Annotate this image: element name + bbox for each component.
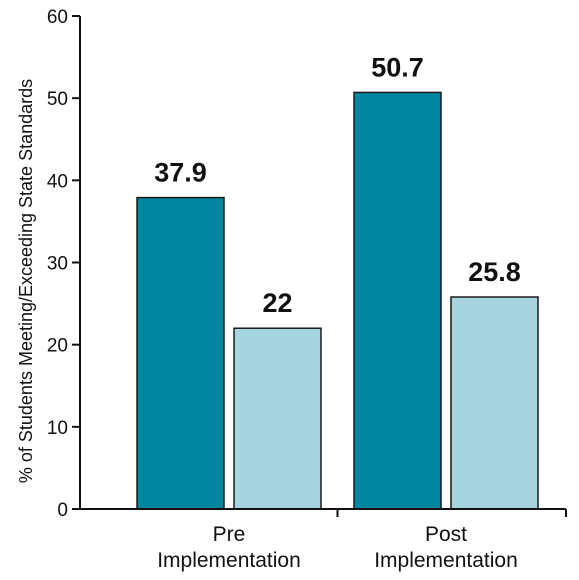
- bar-0-1: [233, 327, 322, 510]
- y-tick-label-4: 40: [47, 171, 68, 192]
- x-category-label-0: Pre Implementation: [157, 523, 301, 572]
- labels-group: 37.9 22 50.7 25.8 0 10 20 30 40 50 60 Pre Implementa…: [47, 7, 521, 572]
- y-tick-label-1: 10: [47, 418, 68, 439]
- bars-group: [136, 91, 539, 510]
- y-tick-label-0: 0: [57, 500, 68, 521]
- y-axis-title: % of Students Meeting/Exceeding State St…: [16, 79, 36, 483]
- y-tick-label-2: 20: [47, 336, 68, 357]
- data-label-0-0: 37.9: [154, 158, 207, 188]
- bar-1-0: [353, 91, 442, 510]
- y-tick-label-6: 60: [47, 7, 68, 28]
- data-label-0-1: 22: [262, 288, 292, 318]
- bar-0-0: [136, 196, 225, 510]
- axes-group: [72, 15, 567, 517]
- bar-1-1: [450, 296, 539, 510]
- data-label-1-0: 50.7: [371, 52, 424, 82]
- x-category-label-1: Post Implementation: [374, 523, 518, 572]
- y-tick-label-3: 30: [47, 254, 68, 275]
- y-tick-label-5: 50: [47, 89, 68, 110]
- data-label-1-1: 25.8: [468, 257, 521, 287]
